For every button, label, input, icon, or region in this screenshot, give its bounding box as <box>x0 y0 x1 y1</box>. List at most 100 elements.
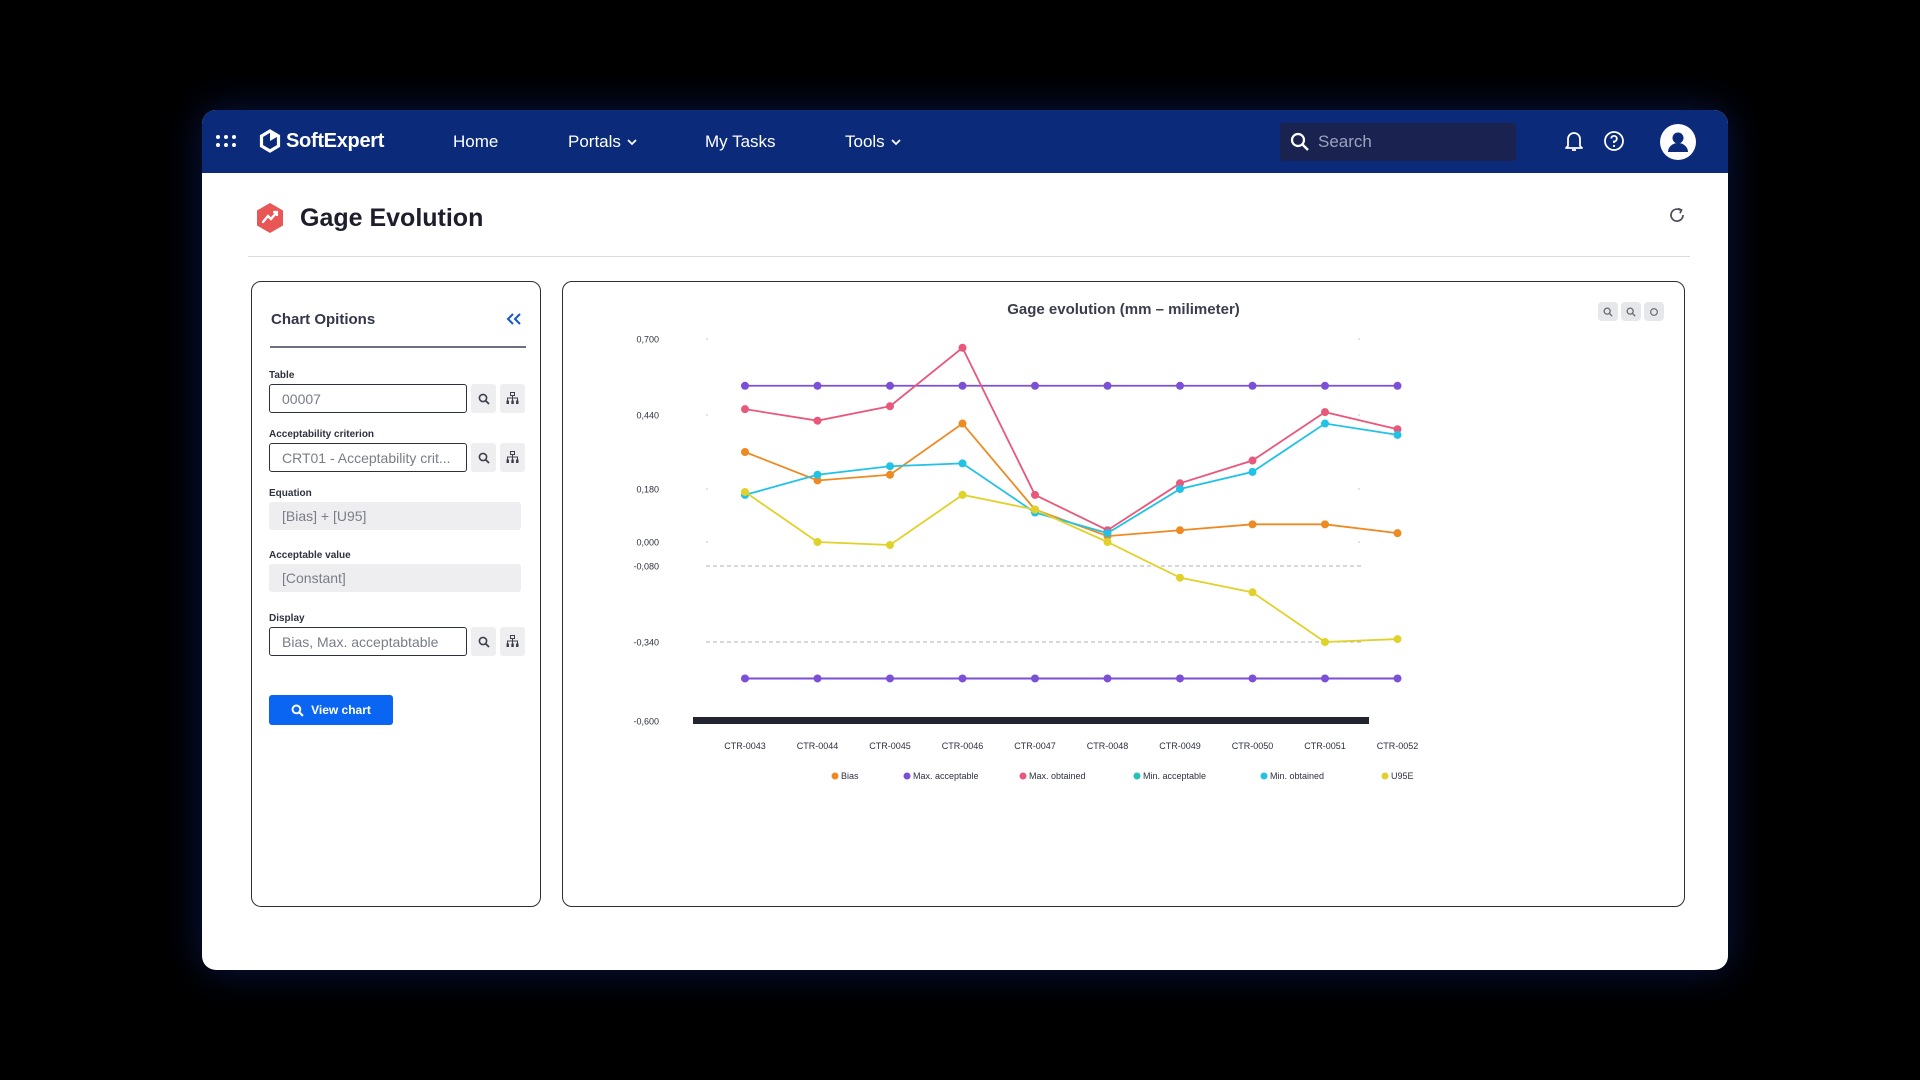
series-point <box>1393 529 1402 538</box>
reset-zoom-icon[interactable] <box>1644 302 1664 321</box>
y-tick-label: -0,340 <box>633 638 659 648</box>
search-icon <box>291 704 304 717</box>
page-title: Gage Evolution <box>300 203 484 232</box>
series-point <box>1103 381 1112 390</box>
series-point <box>1321 381 1329 390</box>
criterion-input[interactable] <box>269 443 467 472</box>
criterion-search-button[interactable] <box>471 443 496 472</box>
series-point <box>1103 538 1112 546</box>
acceptable-value-label: Acceptable value <box>269 550 351 561</box>
x-axis-bar <box>693 717 1369 724</box>
logo-icon <box>259 129 281 153</box>
series-point <box>1248 674 1257 683</box>
display-label: Display <box>269 613 305 624</box>
y-tick-label: 0,000 <box>636 538 659 548</box>
hierarchy-icon <box>506 635 519 647</box>
series-point <box>1031 505 1039 514</box>
series-point <box>1176 485 1184 493</box>
y-tick-label: 0,440 <box>636 411 659 421</box>
bell-icon[interactable] <box>1564 130 1584 157</box>
table-input[interactable] <box>269 384 467 413</box>
series-point <box>958 674 967 683</box>
series-point <box>958 419 967 428</box>
series-line <box>744 422 1398 535</box>
brand-logo[interactable]: SoftExpert <box>258 129 384 153</box>
series-point <box>958 381 967 390</box>
view-chart-button[interactable]: View chart <box>269 695 393 725</box>
app-window: SoftExpert Home Portals My Tasks Tools <box>202 110 1728 970</box>
hierarchy-icon <box>506 392 519 404</box>
legend-marker <box>1381 772 1389 780</box>
search-input[interactable] <box>1318 132 1498 152</box>
series-point <box>1031 381 1039 390</box>
user-avatar-icon[interactable] <box>1660 124 1696 160</box>
series-point <box>813 416 822 425</box>
display-input[interactable] <box>269 627 467 656</box>
legend-label: Min. obtained <box>1270 771 1324 781</box>
y-tick-label: -0,080 <box>633 562 659 572</box>
table-tree-button[interactable] <box>500 384 525 413</box>
apps-grid-icon[interactable] <box>216 133 238 149</box>
x-tick-label: CTR-0047 <box>1014 741 1056 751</box>
refresh-icon[interactable] <box>1668 206 1686 229</box>
x-tick-label: CTR-0045 <box>869 741 911 751</box>
x-tick-label: CTR-0052 <box>1377 741 1419 751</box>
nav-portals[interactable]: Portals <box>568 132 637 152</box>
series-point <box>1176 479 1184 488</box>
series-point <box>813 476 822 485</box>
series-point <box>886 381 894 390</box>
series-point <box>1103 529 1112 538</box>
display-tree-button[interactable] <box>500 627 525 656</box>
display-search-button[interactable] <box>471 627 496 656</box>
nav-home-label: Home <box>453 132 499 151</box>
series-point <box>1321 520 1329 529</box>
x-tick-label: CTR-0048 <box>1087 741 1129 751</box>
series-line <box>744 346 1398 532</box>
table-search-button[interactable] <box>471 384 496 413</box>
criterion-label: Acceptability criterion <box>269 429 375 440</box>
equation-label: Equation <box>269 488 312 499</box>
collapse-panel-icon[interactable] <box>506 312 522 331</box>
x-tick-label: CTR-0046 <box>942 741 984 751</box>
y-tick-label: 0,700 <box>636 335 659 345</box>
nav-tools-label: Tools <box>845 132 885 151</box>
series-point <box>1393 430 1402 439</box>
series-point <box>1248 467 1257 476</box>
nav-tools[interactable]: Tools <box>845 132 901 152</box>
acceptable-value: [Constant] <box>269 564 521 592</box>
nav-home[interactable]: Home <box>453 132 498 152</box>
zoom-out-icon[interactable] <box>1621 302 1641 321</box>
search-icon <box>478 636 490 648</box>
x-tick-label: CTR-0049 <box>1159 741 1201 751</box>
legend-label: Max. obtained <box>1029 771 1086 781</box>
equation-value: [Bias] + [U95] <box>269 502 521 530</box>
series-point <box>1393 674 1402 683</box>
chart-title: Gage evolution (mm – milimeter) <box>1007 301 1240 318</box>
chevron-down-icon <box>627 139 637 146</box>
chart-panel: Gage evolution (mm – milimeter) 0,700 0,4… <box>562 281 1685 907</box>
series-point <box>1248 588 1257 597</box>
series-point <box>741 487 749 496</box>
legend-label: Max. acceptable <box>913 771 979 781</box>
legend-label: Min. acceptable <box>1143 771 1206 781</box>
series-point <box>1103 674 1112 683</box>
series-point <box>1248 520 1257 529</box>
zoom-in-icon[interactable] <box>1598 302 1618 321</box>
help-icon[interactable] <box>1603 130 1625 157</box>
header-divider <box>248 256 1690 257</box>
series-point <box>741 674 749 683</box>
series-point <box>1321 674 1329 683</box>
global-search[interactable] <box>1280 123 1516 161</box>
series-point <box>1248 381 1257 390</box>
x-tick-label: CTR-0044 <box>797 741 839 751</box>
criterion-tree-button[interactable] <box>500 443 525 472</box>
series-point <box>1176 674 1184 683</box>
chevron-down-icon <box>891 139 901 146</box>
y-tick-label: -0,600 <box>633 717 659 727</box>
series-point <box>958 490 967 499</box>
brand-name: SoftExpert <box>286 129 385 152</box>
chart-svg: 0,700 0,440 0,180 0,000 -0,080 -0,340 -0,600 CT… <box>633 335 1419 782</box>
series-point <box>741 381 749 390</box>
series-point <box>958 459 967 468</box>
nav-my-tasks[interactable]: My Tasks <box>705 132 776 152</box>
